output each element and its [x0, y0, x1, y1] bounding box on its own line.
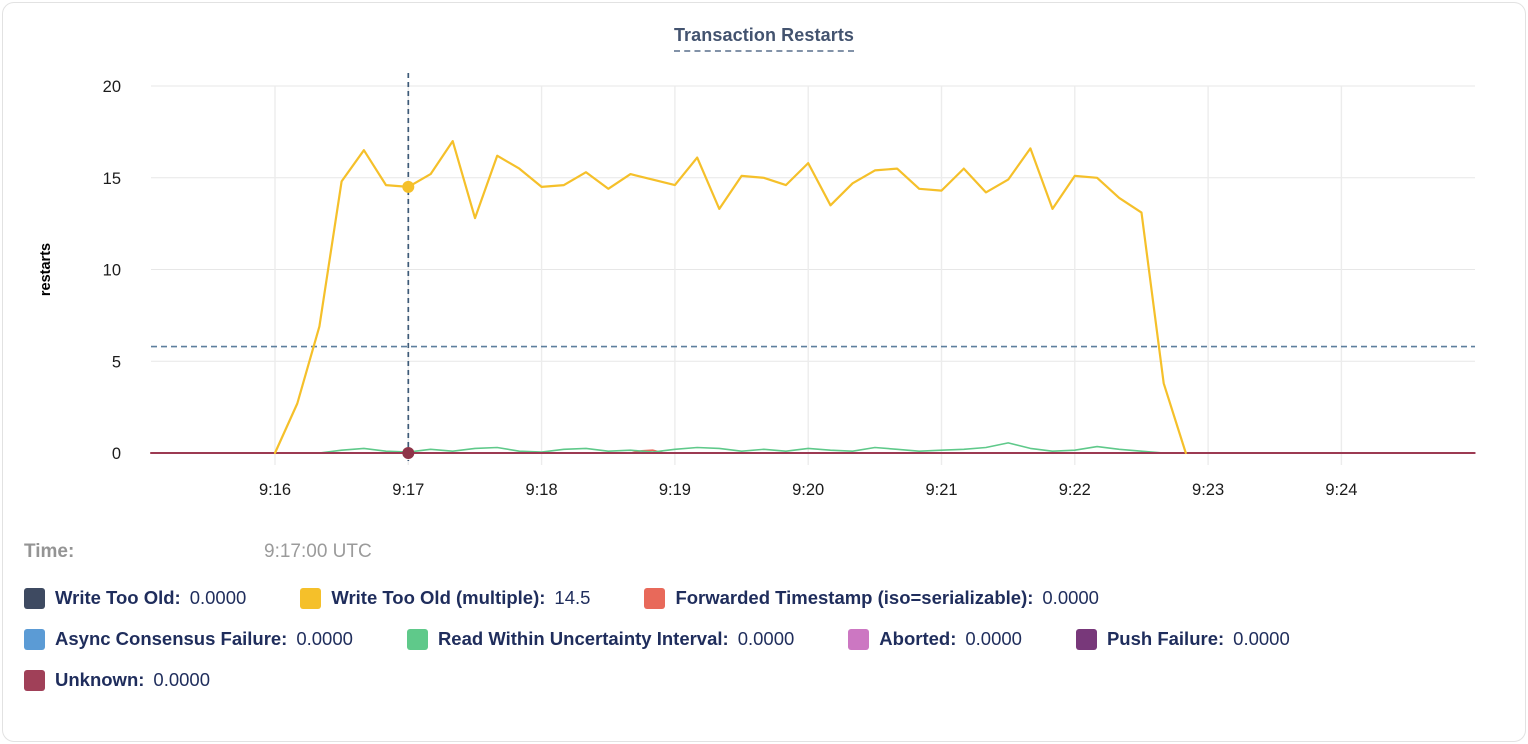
crosshair-point	[402, 180, 415, 193]
legend-item: Push Failure: 0.0000	[1075, 628, 1290, 650]
legend-swatch	[848, 628, 870, 650]
legend-swatch	[644, 587, 666, 609]
legend-row: Unknown: 0.0000	[24, 669, 1290, 691]
y-tick-label: 10	[103, 262, 121, 280]
y-axis-label: restarts	[38, 243, 54, 296]
x-tick-label: 9:19	[659, 481, 691, 499]
tooltip-time-row: Time: 9:17:00 UTC	[24, 541, 372, 563]
legend-item: Write Too Old (multiple): 14.5	[300, 587, 590, 609]
legend-item: Async Consensus Failure: 0.0000	[24, 628, 353, 650]
legend-item: Unknown: 0.0000	[24, 669, 210, 691]
legend-value: 0.0000	[737, 628, 795, 649]
legend-label: Write Too Old (multiple):	[331, 587, 546, 608]
legend-row: Write Too Old: 0.0000 Write Too Old (multi…	[24, 587, 1290, 609]
legend-swatch	[406, 628, 428, 650]
crosshair-point	[402, 447, 415, 459]
legend-label: Forwarded Timestamp (iso=serializable):	[675, 587, 1034, 608]
legend-swatch	[300, 587, 322, 609]
legend-label: Read Within Uncertainty Interval:	[437, 628, 729, 649]
chart-legend: Write Too Old: 0.0000 Write Too Old (multi…	[24, 587, 1290, 691]
y-tick-label: 0	[112, 445, 121, 463]
legend-label: Push Failure:	[1106, 628, 1225, 649]
legend-value: 14.5	[554, 587, 591, 608]
legend-value: 0.0000	[1233, 628, 1290, 649]
legend-swatch	[24, 628, 45, 650]
time-label: Time:	[24, 541, 75, 562]
legend-label: Async Consensus Failure:	[55, 628, 288, 649]
series-line-write-too-old-multiple-	[273, 140, 1187, 455]
legend-item: Forwarded Timestamp (iso=serializable): 0…	[644, 587, 1099, 609]
x-tick-label: 9:16	[259, 481, 291, 499]
legend-item: Write Too Old: 0.0000	[24, 587, 246, 609]
legend-swatch	[1075, 628, 1097, 650]
series-line-read-within-uncertainty-interval	[318, 442, 1165, 454]
chart-title-row: Transaction Restarts	[3, 25, 1525, 52]
x-tick-label: 9:17	[392, 481, 424, 499]
x-tick-label: 9:23	[1192, 481, 1224, 499]
legend-value: 0.0000	[189, 587, 247, 608]
legend-swatch	[24, 669, 45, 691]
legend-value: 0.0000	[296, 628, 353, 649]
legend-label: Unknown:	[55, 669, 145, 690]
legend-label: Write Too Old:	[55, 587, 181, 608]
legend-value: 0.0000	[965, 628, 1022, 649]
legend-item: Read Within Uncertainty Interval: 0.0000	[406, 628, 795, 650]
legend-item: Aborted: 0.0000	[848, 628, 1022, 650]
transaction-restarts-chart[interactable]: 0 5 10 15 20 9:16 9:17 9:18 9:19 9:20 9:21 9:22 9:23…	[3, 3, 1525, 523]
time-value: 9:17:00 UTC	[264, 541, 372, 562]
legend-value: 0.0000	[153, 669, 210, 690]
x-tick-label: 9:18	[526, 481, 558, 499]
x-tick-label: 9:21	[925, 481, 957, 499]
y-tick-label: 5	[112, 353, 121, 371]
y-tick-label: 20	[103, 78, 121, 96]
y-tick-label: 15	[103, 170, 121, 188]
legend-label: Aborted:	[879, 628, 957, 649]
x-tick-label: 9:20	[792, 481, 824, 499]
x-tick-label: 9:24	[1325, 481, 1357, 499]
legend-row: Async Consensus Failure: 0.0000 Read Withi…	[24, 628, 1290, 650]
legend-value: 0.0000	[1042, 587, 1099, 608]
legend-swatch	[24, 587, 45, 609]
chart-title[interactable]: Transaction Restarts	[673, 25, 855, 52]
x-tick-label: 9:22	[1059, 481, 1091, 499]
